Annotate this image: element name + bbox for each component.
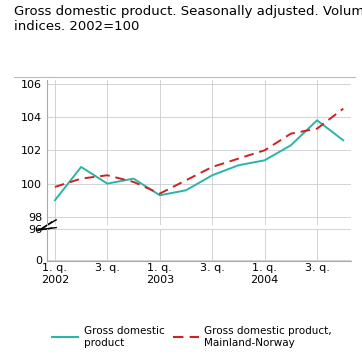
Legend: Gross domestic
product, Gross domestic product,
Mainland-Norway: Gross domestic product, Gross domestic p… <box>48 322 336 352</box>
Text: Gross domestic product. Seasonally adjusted. Volume
indices. 2002=100: Gross domestic product. Seasonally adjus… <box>14 5 362 33</box>
